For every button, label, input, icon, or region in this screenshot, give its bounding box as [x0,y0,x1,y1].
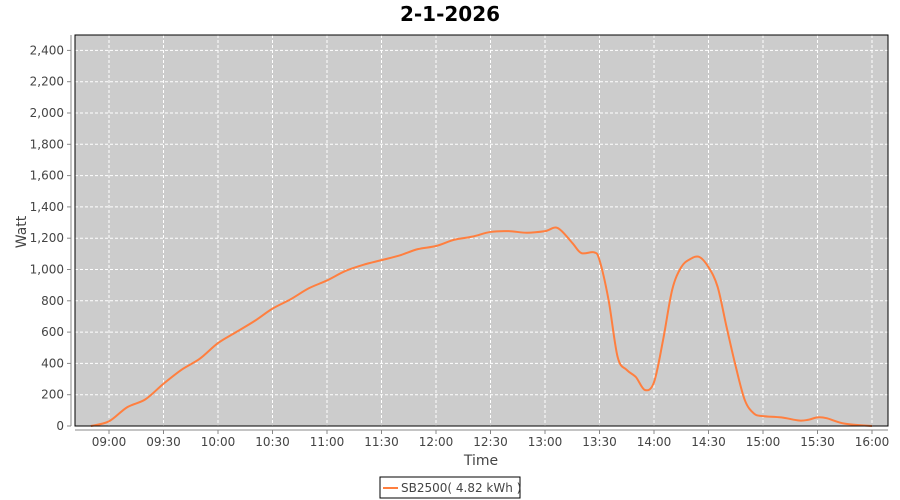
x-tick-label: 13:30 [582,435,617,449]
legend-label: SB2500( 4.82 kWh ) [401,481,521,495]
y-tick-label: 200 [41,388,64,402]
y-axis-label: Watt [14,215,30,248]
chart-title: 2-1-2026 [400,2,500,26]
y-axis: 0 200 400 600 800 1,000 1,200 1,400 1,600 1,800 2,… [30,43,71,433]
legend: SB2500( 4.82 kWh ) [379,476,521,499]
x-tick-label: 11:00 [310,435,345,449]
y-tick-label: 1,400 [30,200,64,214]
x-tick-label: 09:00 [92,435,127,449]
y-tick-label: 2,400 [30,43,64,57]
x-tick-label: 10:00 [201,435,236,449]
x-tick-label: 15:00 [746,435,781,449]
x-tick-label: 16:00 [855,435,890,449]
x-tick-label: 12:00 [419,435,454,449]
legend-box [379,476,521,499]
y-tick-label: 1,000 [30,263,64,277]
x-tick-label: 13:00 [528,435,563,449]
y-tick-label: 0 [56,419,64,433]
grid-lines [75,35,888,426]
plot-border [74,34,889,427]
x-axis-label: Time [463,453,498,469]
plot-area [75,35,888,426]
y-tick-label: 600 [41,325,64,339]
y-tick-label: 2,200 [30,75,64,89]
y-tick-label: 400 [41,356,64,370]
y-tick-label: 1,600 [30,169,64,183]
x-tick-label: 09:30 [146,435,181,449]
x-tick-label: 14:00 [637,435,672,449]
x-tick-label: 12:30 [473,435,508,449]
y-tick-label: 800 [41,294,64,308]
y-tick-label: 1,200 [30,231,64,245]
y-tick-label: 1,800 [30,137,64,151]
x-tick-label: 11:30 [364,435,399,449]
y-tick-label: 2,000 [30,106,64,120]
series-line-sb2500 [90,226,873,427]
x-axis: 09:00 09:30 10:00 10:30 11:00 11:30 12:00 12:30… [92,430,890,449]
x-tick-label: 14:30 [691,435,726,449]
x-tick-label: 10:30 [255,435,290,449]
x-tick-label: 15:30 [800,435,835,449]
